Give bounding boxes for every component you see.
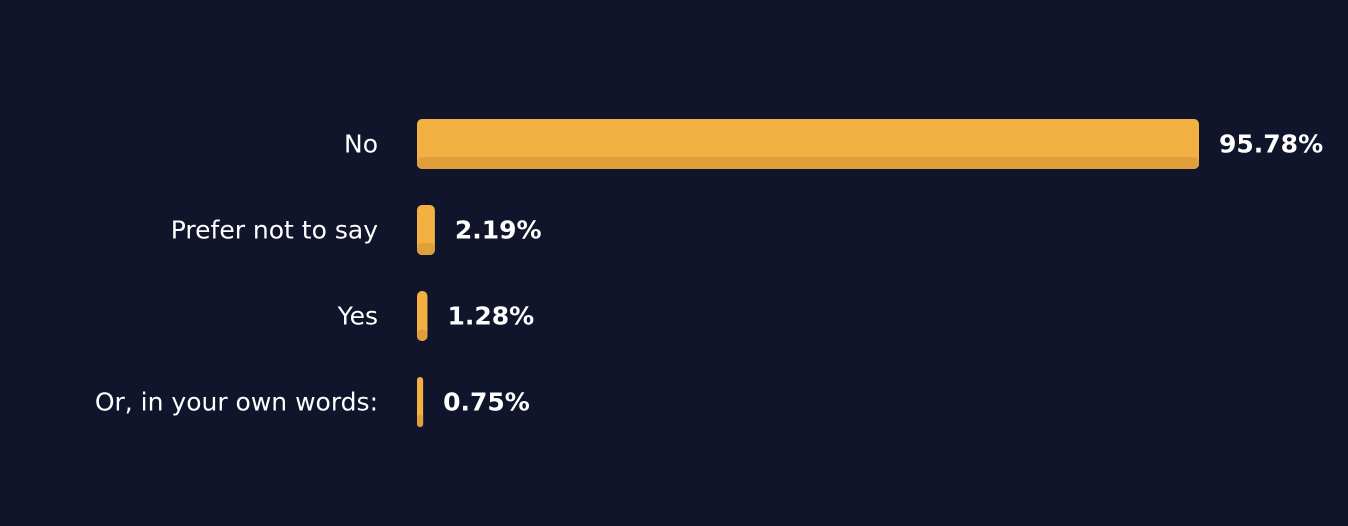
bar	[417, 205, 435, 255]
category-label: No	[344, 130, 378, 159]
value-label: 1.28%	[447, 302, 534, 331]
category-label: Prefer not to say	[171, 216, 378, 245]
bar	[417, 291, 428, 341]
value-label: 2.19%	[455, 216, 542, 245]
bar-shade	[417, 243, 435, 255]
value-label: 95.78%	[1219, 130, 1323, 159]
bar-rows: No 95.78% Prefer not to say 2.19% Yes 1.28% Or…	[95, 119, 1323, 427]
category-label: Yes	[337, 302, 378, 331]
bar-shade	[417, 415, 424, 427]
bar-shade	[417, 157, 1199, 169]
value-label: 0.75%	[443, 388, 530, 417]
bar	[417, 119, 1199, 169]
bar-shade	[417, 329, 428, 341]
category-label: Or, in your own words:	[95, 388, 378, 417]
bar	[417, 377, 424, 427]
